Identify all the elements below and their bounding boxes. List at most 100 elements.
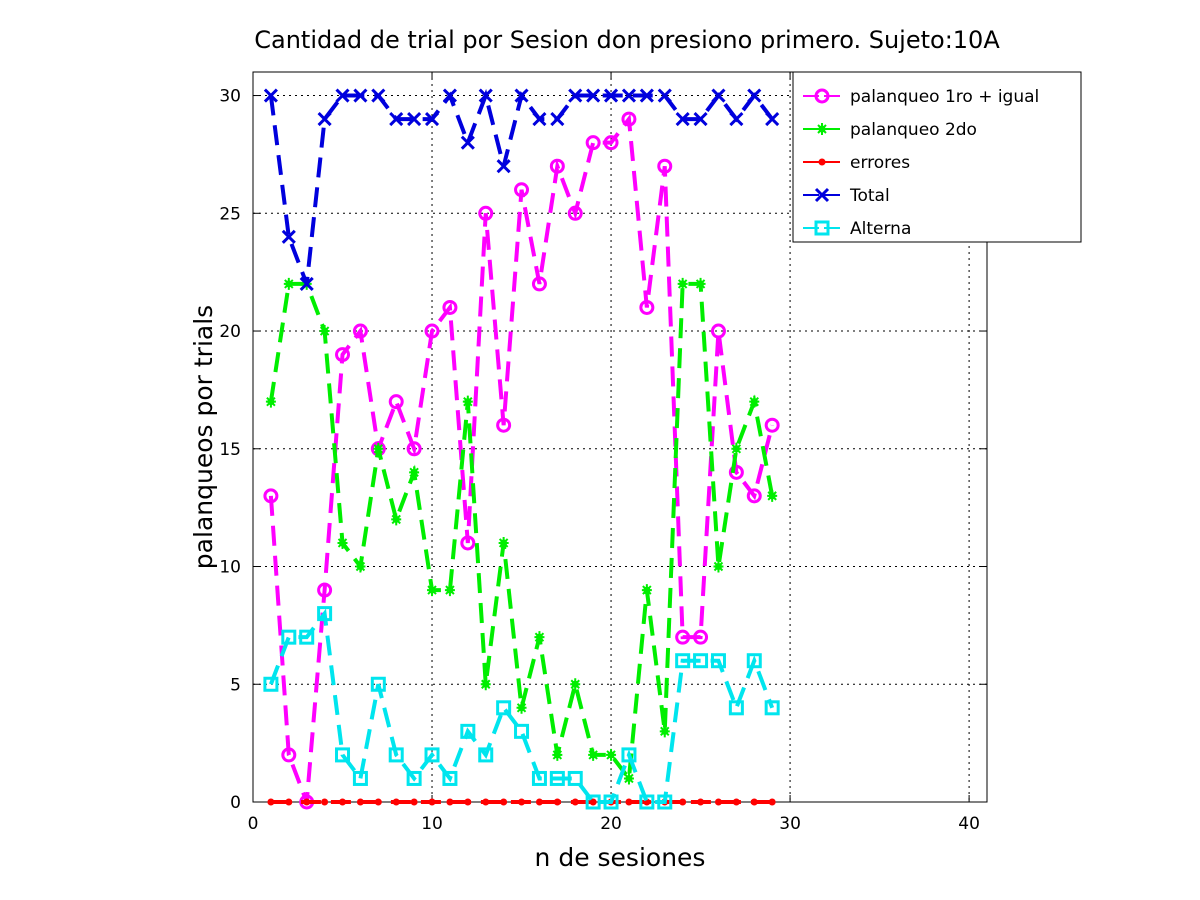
circle-marker [621, 111, 637, 127]
x-tick-label: 10 [421, 814, 443, 834]
x-marker [550, 112, 565, 127]
asterisk-core [392, 515, 400, 523]
data-point [728, 700, 744, 716]
dot-marker [750, 798, 758, 806]
dot-marker [356, 798, 364, 806]
data-point [388, 394, 404, 410]
asterisk-core [589, 751, 597, 759]
data-point [750, 798, 758, 806]
data-point [568, 88, 583, 103]
dot-marker [732, 798, 740, 806]
data-point [570, 678, 581, 691]
data-point [460, 135, 475, 150]
x-marker [424, 112, 440, 127]
data-point [768, 798, 776, 806]
dot-marker [267, 798, 275, 806]
data-point [464, 798, 472, 806]
dot-marker [339, 798, 347, 806]
x-marker [693, 112, 708, 127]
legend-marker [814, 220, 830, 236]
data-point [514, 182, 530, 198]
data-point [428, 798, 436, 806]
data-point [263, 88, 278, 103]
data-point [767, 489, 778, 502]
data-point [317, 112, 332, 127]
circle-marker [814, 88, 830, 104]
circle-marker [657, 158, 673, 174]
data-point [532, 112, 547, 127]
square-marker [299, 629, 315, 645]
data-point [496, 159, 511, 174]
data-point [356, 798, 364, 806]
data-point [373, 442, 384, 455]
square-marker [764, 700, 780, 716]
data-point [353, 88, 368, 103]
legend-item: palanqueo 2do [803, 120, 977, 140]
y-axis-label: palanqueos por trials [189, 305, 218, 569]
data-point [714, 798, 722, 806]
legend-item: Alterna [803, 219, 911, 239]
y-tick-label: 20 [219, 322, 241, 342]
asterisk-core [446, 586, 454, 594]
data-point [675, 112, 690, 127]
asterisk-core [697, 280, 705, 288]
data-point [625, 798, 633, 806]
data-point [442, 770, 458, 786]
circle-marker [710, 323, 726, 339]
data-point [567, 205, 583, 221]
x-marker [263, 88, 278, 103]
data-point [765, 112, 780, 127]
square-marker [460, 723, 476, 739]
circle-marker [675, 629, 691, 645]
data-point [374, 798, 382, 806]
dot-marker [482, 798, 490, 806]
dot-marker [818, 158, 826, 166]
data-point [549, 770, 565, 786]
data-point [496, 700, 512, 716]
circle-marker [281, 747, 297, 763]
data-point [355, 560, 366, 573]
data-point [409, 466, 420, 479]
asterisk-core [410, 468, 418, 476]
data-point [746, 653, 762, 669]
circle-marker [603, 135, 619, 151]
x-marker [317, 112, 332, 127]
data-point [514, 88, 529, 103]
data-point [460, 723, 476, 739]
legend-marker [814, 88, 830, 104]
x-marker [281, 229, 296, 244]
data-point [549, 158, 565, 174]
circle-marker [424, 323, 440, 339]
circle-marker [335, 347, 351, 363]
dot-marker [679, 798, 687, 806]
data-point [442, 88, 457, 103]
circle-marker [567, 205, 583, 221]
data-point [695, 277, 706, 290]
data-point [370, 676, 386, 692]
circle-marker [478, 205, 494, 221]
asterisk-core [267, 398, 275, 406]
series-4 [263, 606, 780, 810]
data-point [407, 112, 422, 127]
data-point [281, 229, 296, 244]
data-point [639, 88, 654, 103]
data-point [410, 798, 418, 806]
legend-box [792, 71, 1082, 243]
data-point [746, 488, 762, 504]
data-point [281, 629, 297, 645]
data-point [641, 584, 652, 597]
data-point [514, 723, 530, 739]
data-point [531, 770, 547, 786]
asterisk-core [285, 280, 293, 288]
dot-marker [571, 798, 579, 806]
dot-marker [589, 798, 597, 806]
data-point [480, 678, 491, 691]
circle-marker [352, 323, 368, 339]
data-point [442, 299, 458, 315]
data-point [639, 299, 655, 315]
circle-marker [585, 135, 601, 151]
data-point [747, 88, 762, 103]
data-point [588, 748, 599, 761]
dot-marker [500, 798, 508, 806]
square-marker [281, 629, 297, 645]
